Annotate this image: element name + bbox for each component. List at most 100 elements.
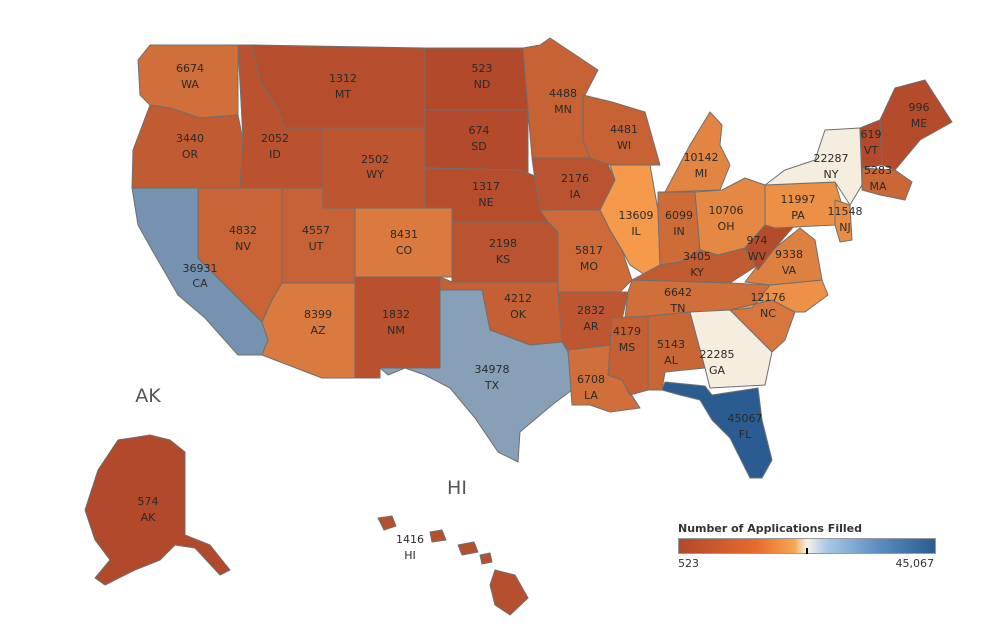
state-or[interactable] [131, 104, 244, 189]
abbr-label-la: LA [584, 389, 598, 402]
value-label-il: 13609 [619, 209, 654, 222]
abbr-label-co: CO [396, 244, 413, 257]
state-ma[interactable] [861, 167, 913, 201]
abbr-label-ma: MA [869, 180, 886, 193]
abbr-label-ak: AK [141, 511, 157, 524]
value-label-ga: 22285 [700, 348, 735, 361]
value-label-fl: 45067 [728, 412, 763, 425]
value-label-nd: 523 [472, 62, 493, 75]
value-label-tn: 6642 [664, 286, 692, 299]
value-label-or: 3440 [176, 132, 204, 145]
legend-max-label: 45,067 [895, 557, 935, 570]
abbr-label-ut: UT [309, 240, 324, 253]
value-label-nm: 1832 [382, 308, 410, 321]
state-nj[interactable] [834, 199, 853, 243]
abbr-label-mn: MN [554, 103, 572, 116]
value-label-wa: 6674 [176, 62, 204, 75]
abbr-label-wa: WA [181, 78, 199, 91]
value-label-ne: 1317 [472, 180, 500, 193]
value-label-pa: 11997 [781, 193, 816, 206]
value-label-ks: 2198 [489, 237, 517, 250]
hawaii-region-label: HI [447, 477, 467, 499]
value-label-mi: 10142 [684, 151, 719, 164]
abbr-label-or: OR [182, 148, 199, 161]
value-label-ms: 4179 [613, 325, 641, 338]
value-label-ut: 4557 [302, 224, 330, 237]
legend-min-label: 523 [678, 557, 699, 570]
value-label-vt: 619 [861, 128, 882, 141]
state-mi[interactable] [664, 111, 731, 193]
value-label-ny: 22287 [814, 152, 849, 165]
abbr-label-ia: IA [570, 188, 581, 201]
value-label-az: 8399 [304, 308, 332, 321]
state-az[interactable] [261, 282, 356, 379]
state-me[interactable] [879, 79, 953, 171]
abbr-label-ms: MS [619, 341, 635, 354]
abbr-label-mi: MI [695, 167, 708, 180]
abbr-label-ny: NY [824, 168, 839, 181]
value-label-wv: 974 [747, 234, 768, 247]
abbr-label-nv: NV [235, 240, 251, 253]
abbr-label-mt: MT [335, 88, 351, 101]
legend-gradient-bar [678, 538, 936, 554]
abbr-label-id: ID [269, 148, 281, 161]
value-label-ak: 574 [138, 495, 159, 508]
value-label-co: 8431 [390, 228, 418, 241]
abbr-label-nd: ND [474, 78, 491, 91]
value-label-al: 5143 [657, 338, 685, 351]
abbr-label-wv: WV [748, 250, 767, 263]
abbr-label-vt: VT [864, 144, 879, 157]
abbr-label-hi: HI [404, 549, 416, 562]
abbr-label-va: VA [782, 264, 797, 277]
value-label-ky: 3405 [683, 250, 711, 263]
value-label-mt: 1312 [329, 72, 357, 85]
state-ks[interactable] [451, 221, 559, 283]
abbr-label-nm: NM [387, 324, 405, 337]
value-label-va: 9338 [775, 248, 803, 261]
abbr-label-tx: TX [484, 379, 500, 392]
abbr-label-ok: OK [510, 308, 527, 321]
abbr-label-mo: MO [580, 260, 598, 273]
state-ky[interactable] [631, 247, 759, 284]
abbr-label-ar: AR [583, 320, 599, 333]
value-label-ma: 5283 [864, 164, 892, 177]
abbr-label-nj: NJ [839, 221, 850, 234]
legend-midpoint-tick [806, 548, 808, 554]
value-label-in: 6099 [665, 209, 693, 222]
abbr-label-oh: OH [718, 220, 735, 233]
abbr-label-in: IN [673, 225, 684, 238]
state-va[interactable] [744, 227, 823, 286]
value-label-ca: 36931 [183, 262, 218, 275]
value-label-ar: 2832 [577, 304, 605, 317]
abbr-label-ga: GA [709, 364, 726, 377]
state-hi-group[interactable] [377, 515, 529, 616]
abbr-label-wi: WI [617, 139, 631, 152]
value-label-tx: 34978 [475, 363, 510, 376]
state-fl[interactable] [661, 381, 773, 479]
value-label-wi: 4481 [610, 123, 638, 136]
alaska-region-label: AK [135, 385, 161, 407]
abbr-label-ne: NE [478, 196, 493, 209]
abbr-label-wy: WY [366, 168, 384, 181]
value-label-sd: 674 [469, 124, 490, 137]
abbr-label-pa: PA [791, 209, 805, 222]
state-co[interactable] [354, 207, 453, 278]
value-label-ok: 4212 [504, 292, 532, 305]
value-label-mo: 5817 [575, 244, 603, 257]
value-label-la: 6708 [577, 373, 605, 386]
state-il[interactable] [599, 164, 661, 276]
abbr-label-sd: SD [471, 140, 486, 153]
abbr-label-me: ME [911, 117, 927, 130]
abbr-label-al: AL [664, 354, 679, 367]
value-label-nj: 11548 [828, 205, 863, 218]
value-label-id: 2052 [261, 132, 289, 145]
legend-title: Number of Applications Filled [678, 522, 862, 535]
state-tx[interactable] [379, 289, 573, 463]
abbr-label-ca: CA [192, 277, 208, 290]
abbr-label-ky: KY [690, 266, 704, 279]
value-label-wy: 2502 [361, 153, 389, 166]
abbr-label-ks: KS [496, 253, 510, 266]
abbr-label-az: AZ [310, 324, 326, 337]
state-ak[interactable] [84, 434, 231, 586]
